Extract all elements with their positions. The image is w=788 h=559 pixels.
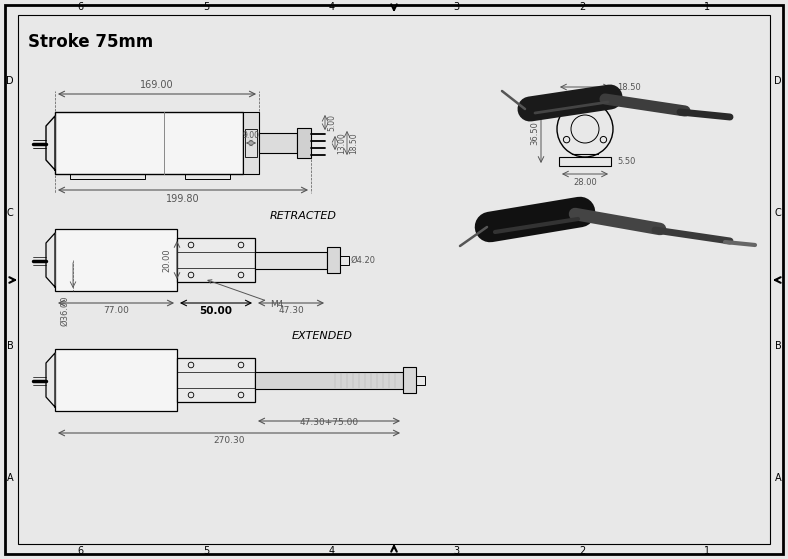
Text: A: A [775, 473, 782, 483]
Text: 47.30+75.00: 47.30+75.00 [299, 418, 359, 427]
Bar [255, 372, 403, 389]
Text: D: D [6, 76, 14, 86]
Text: 270.30: 270.30 [214, 436, 245, 445]
Text: M4: M4 [208, 280, 284, 309]
Polygon shape [46, 353, 55, 407]
Text: 3: 3 [454, 546, 459, 556]
Text: C: C [775, 209, 782, 219]
Text: 1: 1 [704, 546, 711, 556]
Bar [55, 112, 243, 174]
Bar [245, 129, 257, 157]
Bar [297, 128, 311, 158]
Polygon shape [46, 116, 55, 170]
Text: 18.50: 18.50 [349, 132, 358, 154]
Bar [55, 349, 177, 411]
Text: 4: 4 [329, 2, 334, 12]
Text: 5: 5 [203, 2, 209, 12]
Bar [55, 229, 177, 291]
Text: 199.80: 199.80 [166, 194, 200, 204]
Text: 9.00: 9.00 [243, 131, 259, 140]
Bar [243, 112, 259, 174]
Text: 5.50: 5.50 [617, 157, 635, 166]
Text: D: D [774, 76, 782, 86]
Text: 50.00: 50.00 [199, 306, 232, 316]
Text: 6: 6 [77, 546, 84, 556]
Text: 36.50: 36.50 [530, 121, 539, 145]
Text: 3: 3 [454, 2, 459, 12]
Text: 5.00: 5.00 [327, 114, 336, 131]
Text: 5: 5 [203, 546, 209, 556]
Text: B: B [775, 340, 782, 350]
Text: 1: 1 [704, 2, 711, 12]
Polygon shape [46, 233, 55, 287]
Text: C: C [6, 209, 13, 219]
Text: 4: 4 [329, 546, 334, 556]
Bar [177, 238, 255, 282]
Text: 169.00: 169.00 [140, 80, 174, 90]
Text: 2: 2 [579, 546, 585, 556]
Bar [255, 252, 327, 268]
Bar [403, 367, 416, 393]
Text: EXTENDED: EXTENDED [292, 331, 353, 341]
Bar [177, 358, 255, 402]
Bar [559, 157, 611, 166]
Bar [416, 376, 425, 385]
Text: 47.30: 47.30 [278, 306, 304, 315]
Text: RETRACTED: RETRACTED [270, 211, 337, 221]
Bar [185, 174, 230, 179]
Text: Ø36.00: Ø36.00 [61, 295, 69, 325]
Text: 6: 6 [77, 2, 84, 12]
Text: 18.50: 18.50 [617, 83, 641, 92]
Text: 20.00: 20.00 [162, 248, 171, 272]
Bar [259, 133, 297, 153]
Text: Ø4.20: Ø4.20 [351, 255, 376, 264]
Text: B: B [6, 340, 13, 350]
Text: 2: 2 [579, 2, 585, 12]
Bar [70, 174, 145, 179]
Text: 77.00: 77.00 [103, 306, 129, 315]
Text: 28.00: 28.00 [573, 178, 597, 187]
Text: Stroke 75mm: Stroke 75mm [28, 33, 153, 51]
Bar [327, 247, 340, 273]
Text: A: A [6, 473, 13, 483]
Bar [340, 255, 349, 264]
Text: 13.00: 13.00 [337, 132, 346, 154]
